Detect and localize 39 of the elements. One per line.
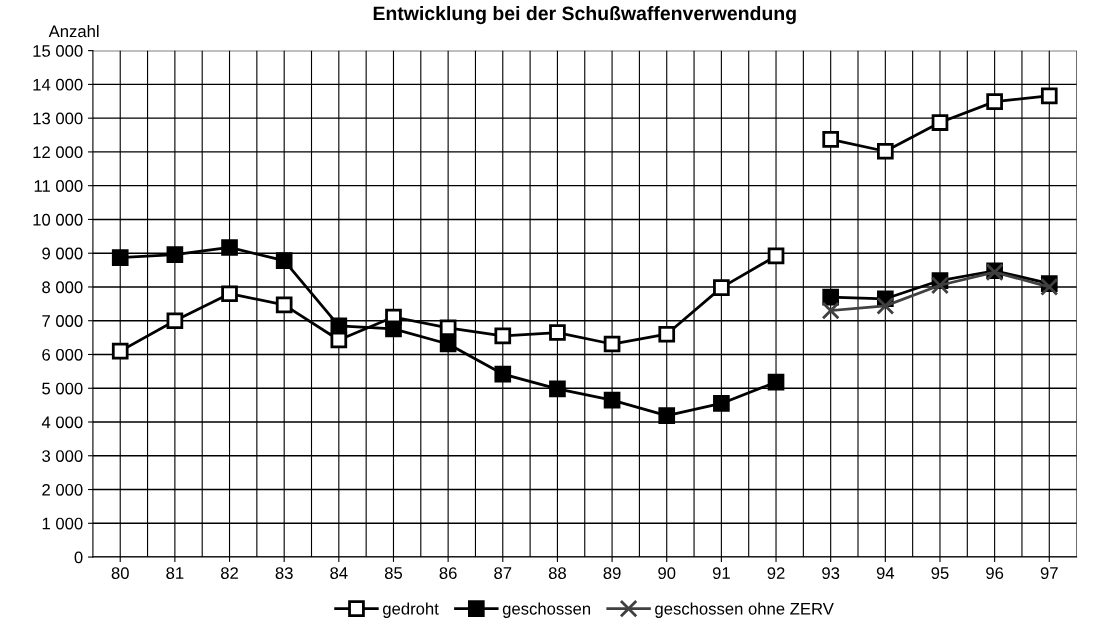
x-tick-label: 80 <box>111 567 129 579</box>
y-tick-label: 0 <box>74 551 83 564</box>
x-tick-label: 93 <box>822 567 840 579</box>
y-tick-label: 10 000 <box>33 213 83 226</box>
y-tick-label: 8 000 <box>42 281 83 294</box>
x-tick-label: 82 <box>220 567 238 579</box>
chart-title: Entwicklung bei der Schußwaffenverwendung <box>373 5 796 25</box>
x-tick-label: 84 <box>330 567 348 579</box>
y-tick-label: 15 000 <box>33 45 83 57</box>
legend-label: geschossen ohne ZERV <box>655 602 834 618</box>
x-tick-label: 87 <box>494 567 512 579</box>
x-tick-label: 83 <box>275 567 293 579</box>
y-tick-label: 13 000 <box>33 112 83 125</box>
x-tick-label: 89 <box>603 567 621 579</box>
x-tick-label: 90 <box>658 567 676 579</box>
x-tick-label: 92 <box>767 567 785 579</box>
y-tick-label: 9 000 <box>42 247 83 260</box>
x-tick-label: 95 <box>931 567 949 579</box>
x-tick-label: 96 <box>986 567 1004 579</box>
y-tick-label: 11 000 <box>34 180 83 192</box>
x-tick-label: 91 <box>712 567 730 579</box>
y-tick-label: 2 000 <box>42 483 83 496</box>
y-tick-label: 5 000 <box>42 382 83 395</box>
x-tick-label: 81 <box>166 567 184 579</box>
y-tick-label: 6 000 <box>42 348 83 361</box>
legend-label: gedroht <box>383 602 439 618</box>
x-tick-label: 97 <box>1040 567 1058 579</box>
y-tick-label: 3 000 <box>42 450 83 462</box>
y-tick-label: 7 000 <box>42 315 83 327</box>
y-tick-label: 14 000 <box>33 78 83 91</box>
legend-label: geschossen <box>502 602 591 618</box>
x-tick-label: 86 <box>439 567 457 579</box>
x-tick-label: 85 <box>384 567 403 579</box>
y-tick-label: 4 000 <box>41 416 83 429</box>
y-tick-label: 12 000 <box>33 146 83 159</box>
x-tick-label: 88 <box>548 567 566 579</box>
y-axis-title: Anzahl <box>48 24 99 38</box>
y-tick-label: 1 000 <box>42 517 83 530</box>
x-tick-label: 94 <box>876 567 895 579</box>
